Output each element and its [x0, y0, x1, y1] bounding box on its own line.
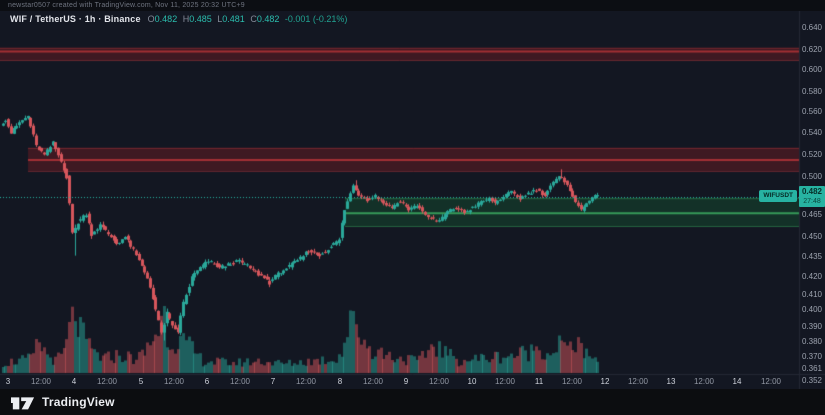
attribution-text: newstar0507 created with TradingView.com…: [8, 2, 245, 9]
bar-countdown: 27:48: [803, 198, 821, 205]
tradingview-logo-icon[interactable]: [11, 394, 35, 411]
price-tick-label: 0.420: [801, 272, 822, 281]
time-tick-label: 8: [337, 377, 343, 386]
price-tick-label: 0.540: [801, 128, 822, 137]
price-tick-label: 0.400: [801, 305, 822, 314]
time-tick-label: 3: [5, 377, 11, 386]
time-tick-label: 12:00: [561, 377, 583, 386]
time-tick-label: 5: [138, 377, 144, 386]
time-tick-label: 11: [534, 377, 544, 386]
time-tick-label: 4: [71, 377, 77, 386]
time-tick-label: 12: [600, 377, 610, 386]
price-tick-label: 0.640: [801, 23, 822, 32]
time-tick-label: 12:00: [494, 377, 516, 386]
change-value: -0.001 (-0.21%): [284, 14, 348, 24]
price-tick-label: 0.465: [801, 210, 822, 219]
open-value: 0.482: [154, 14, 178, 24]
open-label: O: [147, 14, 155, 24]
time-tick-label: 9: [403, 377, 409, 386]
low-value: 0.481: [222, 14, 245, 24]
symbol-info-bar: WIF / TetherUS · 1h · Binance O0.482 H0.…: [10, 14, 347, 24]
time-tick-label: 12:00: [96, 377, 118, 386]
price-tick-label: 0.450: [801, 232, 822, 241]
time-tick-label: 12:00: [163, 377, 185, 386]
time-tick-label: 12:00: [362, 377, 384, 386]
price-tick-label: 0.352: [801, 376, 822, 385]
time-tick-label: 12:00: [229, 377, 251, 386]
high-label: H: [182, 14, 190, 24]
footer-bar: TradingView: [0, 389, 825, 415]
price-tick-label: 0.390: [801, 322, 822, 331]
low-label: L: [217, 14, 223, 24]
time-tick-label: 12:00: [760, 377, 782, 386]
time-tick-label: 12:00: [30, 377, 52, 386]
tradingview-brand-text[interactable]: TradingView: [42, 395, 115, 409]
price-tick-label: 0.620: [801, 45, 822, 54]
ohlc-values: O0.482 H0.485 L0.481 C0.482 -0.001 (-0.2…: [145, 14, 348, 24]
attribution-bar: newstar0507 created with TradingView.com…: [0, 0, 825, 11]
current-price-label: 0.482 27:48: [799, 186, 825, 207]
time-tick-label: 13: [666, 377, 676, 386]
price-tick-label: 0.560: [801, 107, 822, 116]
price-tick-label: 0.500: [801, 172, 822, 181]
price-axis[interactable]: 0.640 0.620 0.600 0.580 0.560 0.540 0.520 0.500…: [799, 0, 825, 389]
high-value: 0.485: [189, 14, 212, 24]
time-axis[interactable]: 3 12:00 4 12:00 5 12:00 6 12:00 7 12:00 8 12:00 9 12:…: [0, 374, 825, 389]
price-tick-label: 0.380: [801, 337, 822, 346]
time-tick-label: 6: [204, 377, 210, 386]
time-tick-label: 12:00: [627, 377, 649, 386]
price-tick-label: 0.410: [801, 290, 822, 299]
time-tick-label: 12:00: [295, 377, 317, 386]
price-tick-label: 0.580: [801, 87, 822, 96]
price-tick-label: 0.600: [801, 65, 822, 74]
price-tick-label: 0.361: [801, 364, 822, 373]
symbol-title[interactable]: WIF / TetherUS · 1h · Binance: [10, 14, 141, 24]
price-tick-label: 0.370: [801, 352, 822, 361]
time-tick-label: 12:00: [428, 377, 450, 386]
price-line-symbol-tag: WIFUSDT: [759, 190, 797, 202]
price-tick-label: 0.435: [801, 252, 822, 261]
time-tick-label: 10: [467, 377, 477, 386]
time-tick-label: 12:00: [693, 377, 715, 386]
time-tick-label: 14: [732, 377, 742, 386]
current-price-value: 0.482: [801, 187, 823, 196]
close-value: 0.482: [256, 14, 280, 24]
close-label: C: [250, 14, 257, 24]
time-tick-label: 7: [270, 377, 276, 386]
price-tick-label: 0.520: [801, 150, 822, 159]
